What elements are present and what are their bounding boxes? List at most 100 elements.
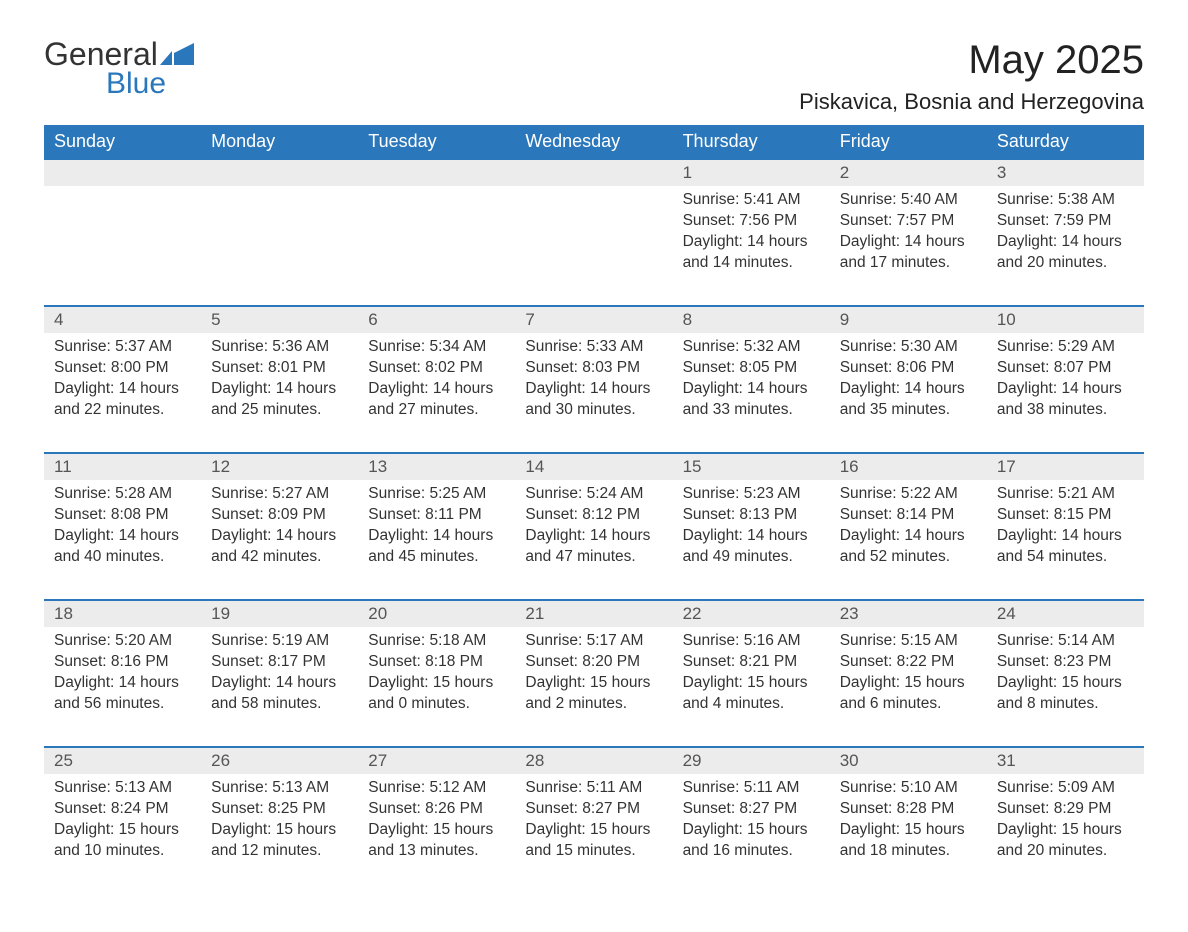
daylight-line: Daylight: 14 hours and 14 minutes. (683, 232, 820, 274)
calendar-table: SundayMondayTuesdayWednesdayThursdayFrid… (44, 125, 1144, 894)
day-number-cell: 23 (830, 600, 987, 627)
sunset-line: Sunset: 8:24 PM (54, 799, 191, 820)
brand-logo: General Blue (44, 38, 194, 97)
daylight-line: Daylight: 14 hours and 38 minutes. (997, 379, 1134, 421)
sunrise-line: Sunrise: 5:10 AM (840, 778, 977, 799)
sunrise-line: Sunrise: 5:33 AM (525, 337, 662, 358)
daylight-line: Daylight: 14 hours and 35 minutes. (840, 379, 977, 421)
day-number-row: 18192021222324 (44, 600, 1144, 627)
weekday-header: Tuesday (358, 125, 515, 159)
daylight-line: Daylight: 14 hours and 25 minutes. (211, 379, 348, 421)
sunrise-line: Sunrise: 5:15 AM (840, 631, 977, 652)
day-detail-cell: Sunrise: 5:11 AMSunset: 8:27 PMDaylight:… (515, 774, 672, 894)
day-detail-cell: Sunrise: 5:27 AMSunset: 8:09 PMDaylight:… (201, 480, 358, 600)
day-number-cell (44, 159, 201, 186)
day-detail-cell: Sunrise: 5:19 AMSunset: 8:17 PMDaylight:… (201, 627, 358, 747)
day-detail-cell: Sunrise: 5:16 AMSunset: 8:21 PMDaylight:… (673, 627, 830, 747)
day-detail-cell: Sunrise: 5:14 AMSunset: 8:23 PMDaylight:… (987, 627, 1144, 747)
weekday-header: Thursday (673, 125, 830, 159)
brand-word-2: Blue (106, 70, 166, 97)
day-number-row: 11121314151617 (44, 453, 1144, 480)
daylight-line: Daylight: 15 hours and 0 minutes. (368, 673, 505, 715)
daylight-line: Daylight: 15 hours and 8 minutes. (997, 673, 1134, 715)
day-detail-cell: Sunrise: 5:25 AMSunset: 8:11 PMDaylight:… (358, 480, 515, 600)
day-number-cell: 22 (673, 600, 830, 627)
day-detail-cell: Sunrise: 5:21 AMSunset: 8:15 PMDaylight:… (987, 480, 1144, 600)
daylight-line: Daylight: 14 hours and 58 minutes. (211, 673, 348, 715)
sunrise-line: Sunrise: 5:34 AM (368, 337, 505, 358)
day-detail-cell: Sunrise: 5:18 AMSunset: 8:18 PMDaylight:… (358, 627, 515, 747)
day-detail-cell: Sunrise: 5:36 AMSunset: 8:01 PMDaylight:… (201, 333, 358, 453)
daylight-line: Daylight: 14 hours and 56 minutes. (54, 673, 191, 715)
daylight-line: Daylight: 14 hours and 40 minutes. (54, 526, 191, 568)
sunrise-line: Sunrise: 5:21 AM (997, 484, 1134, 505)
sunrise-line: Sunrise: 5:12 AM (368, 778, 505, 799)
sunset-line: Sunset: 8:17 PM (211, 652, 348, 673)
day-number-cell: 31 (987, 747, 1144, 774)
day-detail-cell (515, 186, 672, 306)
daylight-line: Daylight: 14 hours and 49 minutes. (683, 526, 820, 568)
daylight-line: Daylight: 14 hours and 42 minutes. (211, 526, 348, 568)
sunset-line: Sunset: 8:16 PM (54, 652, 191, 673)
day-number-cell: 4 (44, 306, 201, 333)
day-detail-cell (201, 186, 358, 306)
sunset-line: Sunset: 8:27 PM (683, 799, 820, 820)
calendar-header-row: SundayMondayTuesdayWednesdayThursdayFrid… (44, 125, 1144, 159)
day-detail-cell (358, 186, 515, 306)
day-detail-cell: Sunrise: 5:24 AMSunset: 8:12 PMDaylight:… (515, 480, 672, 600)
day-number-cell: 14 (515, 453, 672, 480)
sunrise-line: Sunrise: 5:38 AM (997, 190, 1134, 211)
day-detail-cell: Sunrise: 5:37 AMSunset: 8:00 PMDaylight:… (44, 333, 201, 453)
sunrise-line: Sunrise: 5:11 AM (525, 778, 662, 799)
sunrise-line: Sunrise: 5:41 AM (683, 190, 820, 211)
sunset-line: Sunset: 8:25 PM (211, 799, 348, 820)
sunrise-line: Sunrise: 5:22 AM (840, 484, 977, 505)
day-detail-cell: Sunrise: 5:10 AMSunset: 8:28 PMDaylight:… (830, 774, 987, 894)
sunset-line: Sunset: 8:00 PM (54, 358, 191, 379)
sunrise-line: Sunrise: 5:40 AM (840, 190, 977, 211)
day-number-cell: 9 (830, 306, 987, 333)
sunrise-line: Sunrise: 5:18 AM (368, 631, 505, 652)
day-detail-row: Sunrise: 5:37 AMSunset: 8:00 PM Daylight:… (44, 333, 1144, 453)
sunset-line: Sunset: 8:09 PM (211, 505, 348, 526)
weekday-header: Saturday (987, 125, 1144, 159)
day-number-cell: 12 (201, 453, 358, 480)
day-detail-cell: Sunrise: 5:38 AMSunset: 7:59 PMDaylight:… (987, 186, 1144, 306)
sunset-line: Sunset: 8:14 PM (840, 505, 977, 526)
day-number-cell: 1 (673, 159, 830, 186)
sunrise-line: Sunrise: 5:17 AM (525, 631, 662, 652)
day-detail-cell: Sunrise: 5:17 AMSunset: 8:20 PMDaylight:… (515, 627, 672, 747)
sunrise-line: Sunrise: 5:37 AM (54, 337, 191, 358)
day-number-cell: 20 (358, 600, 515, 627)
day-number-cell: 26 (201, 747, 358, 774)
day-detail-cell: Sunrise: 5:30 AMSunset: 8:06 PMDaylight:… (830, 333, 987, 453)
day-number-cell: 2 (830, 159, 987, 186)
daylight-line: Daylight: 14 hours and 30 minutes. (525, 379, 662, 421)
day-detail-row: Sunrise: 5:20 AMSunset: 8:16 PMDaylight:… (44, 627, 1144, 747)
day-detail-cell: Sunrise: 5:41 AMSunset: 7:56 PMDaylight:… (673, 186, 830, 306)
day-detail-cell: Sunrise: 5:34 AMSunset: 8:02 PMDaylight:… (358, 333, 515, 453)
day-detail-cell: Sunrise: 5:28 AMSunset: 8:08 PMDaylight:… (44, 480, 201, 600)
day-number-cell (515, 159, 672, 186)
day-number-row: 123 (44, 159, 1144, 186)
day-number-cell: 3 (987, 159, 1144, 186)
day-detail-cell: Sunrise: 5:32 AMSunset: 8:05 PMDaylight:… (673, 333, 830, 453)
day-number-cell: 25 (44, 747, 201, 774)
sunset-line: Sunset: 8:23 PM (997, 652, 1134, 673)
sunset-line: Sunset: 8:21 PM (683, 652, 820, 673)
weekday-header: Sunday (44, 125, 201, 159)
sunset-line: Sunset: 8:26 PM (368, 799, 505, 820)
day-detail-cell: Sunrise: 5:13 AMSunset: 8:24 PMDaylight:… (44, 774, 201, 894)
sunrise-line: Sunrise: 5:28 AM (54, 484, 191, 505)
sunset-line: Sunset: 8:01 PM (211, 358, 348, 379)
sunset-line: Sunset: 8:13 PM (683, 505, 820, 526)
day-detail-cell: Sunrise: 5:20 AMSunset: 8:16 PMDaylight:… (44, 627, 201, 747)
day-number-cell: 17 (987, 453, 1144, 480)
day-detail-row: Sunrise: 5:13 AMSunset: 8:24 PMDaylight:… (44, 774, 1144, 894)
sunset-line: Sunset: 8:06 PM (840, 358, 977, 379)
weekday-header: Monday (201, 125, 358, 159)
sunrise-line: Sunrise: 5:27 AM (211, 484, 348, 505)
daylight-line: Daylight: 14 hours and 17 minutes. (840, 232, 977, 274)
sunset-line: Sunset: 8:27 PM (525, 799, 662, 820)
daylight-line: Daylight: 15 hours and 6 minutes. (840, 673, 977, 715)
